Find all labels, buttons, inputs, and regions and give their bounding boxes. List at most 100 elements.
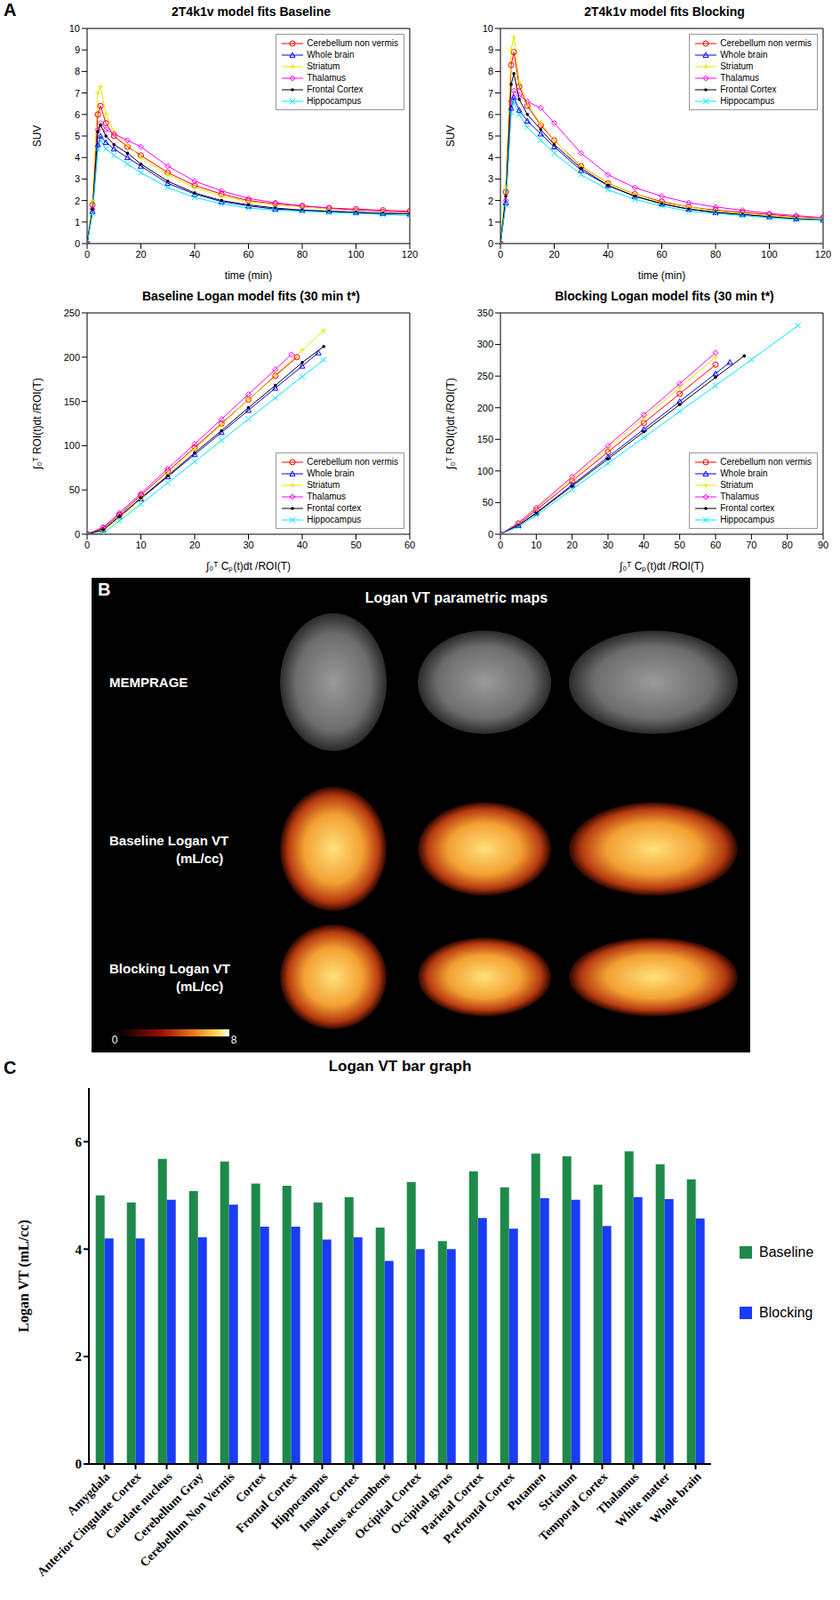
svg-text:150: 150	[64, 396, 80, 408]
svg-text:1: 1	[74, 216, 80, 228]
svg-text:Frontal Cortex: Frontal Cortex	[233, 1469, 300, 1536]
svg-text:SUV: SUV	[31, 125, 44, 148]
svg-text:60: 60	[656, 248, 667, 260]
svg-text:20: 20	[189, 539, 200, 551]
svg-text:6: 6	[74, 109, 80, 120]
svg-text:Blocking Logan VT: Blocking Logan VT	[109, 960, 231, 976]
svg-text:∫₀ᵀ Cₚ(t)dt /ROI(T): ∫₀ᵀ Cₚ(t)dt /ROI(T)	[205, 560, 291, 573]
svg-text:2: 2	[74, 195, 80, 207]
svg-text:∫₀ᵀ ROI(t)dt /ROI(T): ∫₀ᵀ ROI(t)dt /ROI(T)	[31, 377, 44, 471]
svg-text:100: 100	[64, 440, 80, 451]
svg-text:SUV: SUV	[444, 125, 457, 148]
svg-text:60: 60	[404, 539, 416, 551]
svg-text:80: 80	[710, 248, 721, 260]
svg-text:Cerebellum Gray: Cerebellum Gray	[130, 1469, 206, 1545]
svg-text:90: 90	[817, 539, 829, 551]
svg-text:Logan VT (mL/cc): Logan VT (mL/cc)	[16, 1219, 32, 1333]
svg-text:50: 50	[350, 539, 361, 551]
svg-text:100: 100	[477, 465, 494, 477]
svg-text:2: 2	[488, 195, 494, 207]
svg-text:250: 250	[477, 370, 494, 382]
svg-text:∫₀ᵀ ROI(t)dt /ROI(T): ∫₀ᵀ ROI(t)dt /ROI(T)	[444, 377, 457, 471]
svg-text:time (min): time (min)	[224, 269, 272, 282]
svg-text:60: 60	[710, 539, 721, 551]
svg-text:150: 150	[477, 433, 494, 445]
svg-text:(mL/cc): (mL/cc)	[176, 850, 224, 866]
svg-text:100: 100	[347, 248, 364, 260]
svg-text:0: 0	[75, 1456, 83, 1472]
svg-text:Whole brain: Whole brain	[647, 1469, 704, 1527]
svg-text:40: 40	[638, 539, 649, 551]
svg-text:10: 10	[69, 23, 80, 34]
svg-text:MEMPRAGE: MEMPRAGE	[109, 674, 188, 690]
svg-text:3: 3	[74, 173, 80, 184]
svg-text:80: 80	[782, 539, 793, 551]
svg-text:0: 0	[74, 238, 80, 249]
svg-text:Baseline Logan VT: Baseline Logan VT	[109, 832, 229, 848]
svg-text:Temporal Cortex: Temporal Cortex	[536, 1469, 611, 1544]
svg-text:Occipital Cortex: Occipital Cortex	[351, 1469, 424, 1542]
svg-text:3: 3	[488, 173, 494, 184]
svg-text:9: 9	[74, 44, 80, 56]
svg-text:350: 350	[477, 307, 494, 319]
svg-text:0: 0	[74, 528, 80, 540]
svg-text:Cerebellum Non Vermis: Cerebellum Non Vermis	[136, 1469, 238, 1570]
svg-text:200: 200	[477, 402, 494, 414]
svg-text:5: 5	[488, 130, 494, 142]
svg-text:8: 8	[74, 65, 80, 77]
svg-text:Nucleus accumbens: Nucleus accumbens	[309, 1469, 393, 1553]
svg-text:10: 10	[135, 539, 146, 551]
svg-text:40: 40	[296, 539, 308, 551]
svg-text:8: 8	[231, 1033, 238, 1047]
svg-text:70: 70	[745, 539, 757, 551]
svg-text:6: 6	[75, 1135, 83, 1150]
svg-text:0: 0	[84, 539, 90, 551]
svg-text:Anterior Cingulate Cortex: Anterior Cingulate Cortex	[34, 1469, 144, 1579]
svg-text:0: 0	[488, 528, 494, 540]
svg-text:50: 50	[674, 539, 686, 551]
svg-text:Prefrontal Cortex: Prefrontal Cortex	[440, 1470, 518, 1547]
svg-text:7: 7	[74, 88, 80, 99]
svg-text:300: 300	[477, 338, 494, 350]
svg-text:50: 50	[482, 496, 494, 508]
svg-text:10: 10	[530, 539, 542, 551]
svg-text:250: 250	[64, 307, 80, 319]
svg-text:5: 5	[74, 130, 80, 142]
svg-text:80: 80	[296, 248, 308, 260]
svg-text:0: 0	[497, 248, 504, 260]
svg-text:20: 20	[548, 248, 560, 260]
svg-text:120: 120	[815, 248, 832, 260]
svg-text:8: 8	[488, 65, 494, 77]
svg-text:6: 6	[488, 109, 494, 120]
svg-text:40: 40	[602, 248, 614, 260]
svg-text:Parietal Cortex: Parietal Cortex	[418, 1469, 486, 1538]
svg-text:4: 4	[75, 1242, 83, 1257]
svg-text:200: 200	[64, 352, 80, 363]
svg-text:60: 60	[242, 248, 254, 260]
svg-text:0: 0	[112, 1033, 119, 1047]
svg-text:Logan VT parametric maps: Logan VT parametric maps	[365, 590, 548, 606]
svg-text:0: 0	[488, 238, 494, 249]
svg-text:20: 20	[135, 248, 146, 260]
svg-text:2: 2	[75, 1349, 83, 1364]
svg-text:30: 30	[242, 539, 254, 551]
svg-text:100: 100	[760, 248, 777, 260]
svg-text:7: 7	[488, 88, 494, 99]
svg-text:time (min): time (min)	[638, 269, 686, 282]
svg-text:30: 30	[602, 539, 614, 551]
svg-text:50: 50	[69, 484, 80, 496]
svg-text:0: 0	[84, 248, 90, 260]
svg-text:10: 10	[482, 23, 494, 34]
svg-text:0: 0	[497, 539, 504, 551]
svg-text:4: 4	[74, 152, 80, 163]
svg-text:∫₀ᵀ Cₚ(t)dt /ROI(T): ∫₀ᵀ Cₚ(t)dt /ROI(T)	[618, 560, 704, 573]
svg-text:4: 4	[488, 152, 494, 163]
svg-text:20: 20	[567, 539, 578, 551]
svg-text:(mL/cc): (mL/cc)	[176, 978, 224, 994]
svg-text:40: 40	[189, 248, 200, 260]
svg-text:Occipital gyrus: Occipital gyrus	[387, 1469, 455, 1537]
svg-text:Caudate nucleus: Caudate nucleus	[103, 1469, 175, 1542]
svg-text:9: 9	[488, 44, 494, 56]
svg-text:120: 120	[401, 248, 418, 260]
svg-text:1: 1	[488, 216, 494, 228]
